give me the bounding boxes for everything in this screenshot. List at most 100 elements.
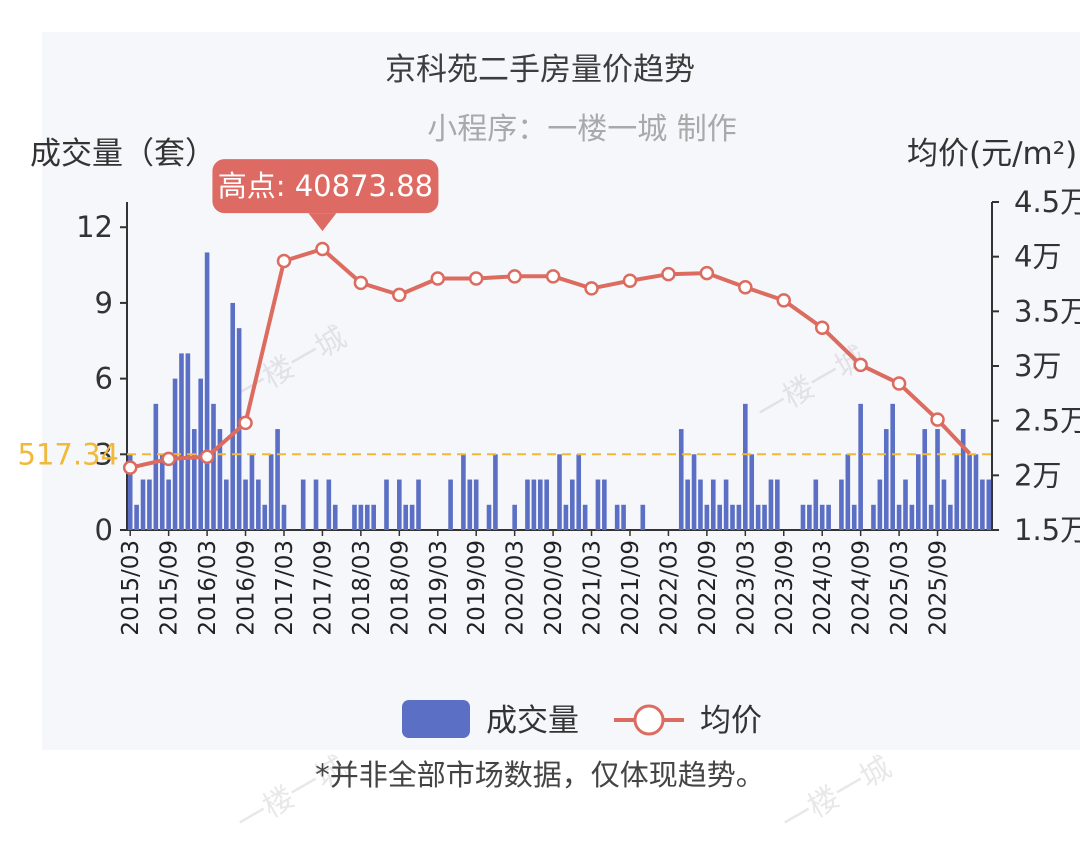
price-marker [776, 293, 792, 308]
volume-bar [928, 504, 934, 530]
volume-bar [166, 479, 171, 530]
left-tick-label: 0 [95, 513, 113, 547]
volume-bar [807, 504, 812, 530]
volume-bar [326, 479, 332, 530]
volume-bar [544, 479, 549, 530]
volume-bar [755, 504, 761, 530]
price-marker [276, 253, 292, 269]
left-tick-label: 12 [76, 210, 113, 244]
volume-bar [723, 479, 729, 530]
reference-line-label: 517.34 [18, 437, 119, 471]
x-tick-label: 2022/09 [695, 540, 721, 636]
x-tick-label: 2023/03 [733, 540, 759, 636]
volume-bar [948, 504, 953, 530]
volume-bar [762, 504, 767, 530]
volume-bar [775, 479, 780, 530]
left-tick-label: 6 [95, 362, 113, 396]
price-marker [699, 265, 715, 281]
volume-bar [736, 504, 742, 530]
price-marker [507, 269, 522, 284]
price-marker [392, 287, 407, 303]
volume-bar [461, 454, 466, 530]
volume-bar [217, 429, 223, 530]
volume-bar [582, 504, 588, 530]
volume-bar [973, 454, 979, 530]
volume-bar [678, 429, 684, 530]
volume-bar [749, 454, 755, 530]
volume-bar [621, 504, 626, 530]
volume-bar [691, 454, 697, 530]
volume-bar [941, 479, 947, 530]
volume-bar [204, 252, 210, 530]
volume-bar [416, 479, 421, 530]
volume-bar [704, 504, 710, 530]
volume-bar [185, 353, 191, 530]
volume-bar [986, 479, 992, 530]
volume-bar [525, 479, 530, 530]
price-marker [545, 269, 561, 284]
volume-bar [563, 504, 569, 530]
volume-bar [935, 429, 940, 530]
volume-bar [364, 504, 370, 530]
volume-bar [710, 479, 716, 530]
volume-bar [537, 479, 543, 530]
right-tick-label: 4万 [1014, 240, 1061, 274]
volume-bar [153, 403, 159, 530]
volume-bar [967, 454, 972, 530]
volume-bar [467, 479, 473, 530]
volume-bar [448, 479, 453, 530]
volume-bar [954, 454, 960, 530]
price-marker [199, 449, 215, 464]
volume-bar [397, 479, 402, 530]
legend-line-marker [633, 704, 665, 736]
price-marker [738, 280, 753, 295]
x-tick-label: 2015/03 [118, 540, 144, 636]
volume-bar [159, 454, 165, 530]
price-marker [468, 271, 484, 286]
volume-bar [845, 454, 851, 530]
volume-bar [134, 504, 139, 530]
x-tick-label: 2024/09 [849, 540, 875, 636]
x-tick-label: 2025/03 [887, 540, 913, 636]
volume-bar [403, 504, 409, 530]
volume-bar [371, 504, 376, 530]
right-tick-label: 2.5万 [1014, 404, 1080, 438]
max-callout-pointer [308, 213, 337, 232]
volume-bar [352, 504, 357, 530]
volume-bar [602, 479, 607, 530]
chart-title: 京科苑二手房量价趋势 [385, 52, 695, 88]
volume-bar [570, 479, 575, 530]
x-tick-label: 2019/09 [464, 540, 490, 636]
volume-bar [877, 479, 883, 530]
price-marker [814, 320, 830, 335]
x-tick-label: 2022/03 [656, 540, 682, 636]
x-tick-label: 2023/09 [772, 540, 798, 636]
price-marker [315, 241, 330, 257]
x-tick-label: 2017/03 [272, 540, 298, 636]
volume-bar [960, 429, 966, 530]
price-marker [891, 376, 907, 391]
volume-bar [717, 504, 722, 530]
legend-bar-label: 成交量 [486, 703, 579, 739]
volume-bar [300, 479, 306, 530]
volume-bar [409, 504, 415, 530]
volume-bar [262, 504, 268, 530]
volume-bar [140, 479, 146, 530]
price-marker [622, 273, 638, 288]
right-tick-label: 3万 [1014, 349, 1061, 383]
volume-bar [916, 454, 921, 530]
volume-bar [743, 403, 748, 530]
volume-bar [313, 479, 319, 530]
max-callout-box [212, 159, 439, 214]
x-tick-label: 2015/09 [157, 540, 183, 636]
left-axis-label: 成交量（套） [30, 136, 216, 172]
volume-bar [127, 454, 133, 530]
volume-bar [531, 479, 537, 530]
volume-bar [486, 504, 492, 530]
price-marker [161, 451, 176, 467]
x-tick-label: 2017/09 [310, 540, 336, 636]
right-tick-label: 1.5万 [1014, 513, 1080, 547]
volume-bar [249, 454, 255, 530]
right-tick-label: 4.5万 [1014, 185, 1080, 219]
max-callout-label: 高点: 40873.88 [218, 169, 433, 203]
